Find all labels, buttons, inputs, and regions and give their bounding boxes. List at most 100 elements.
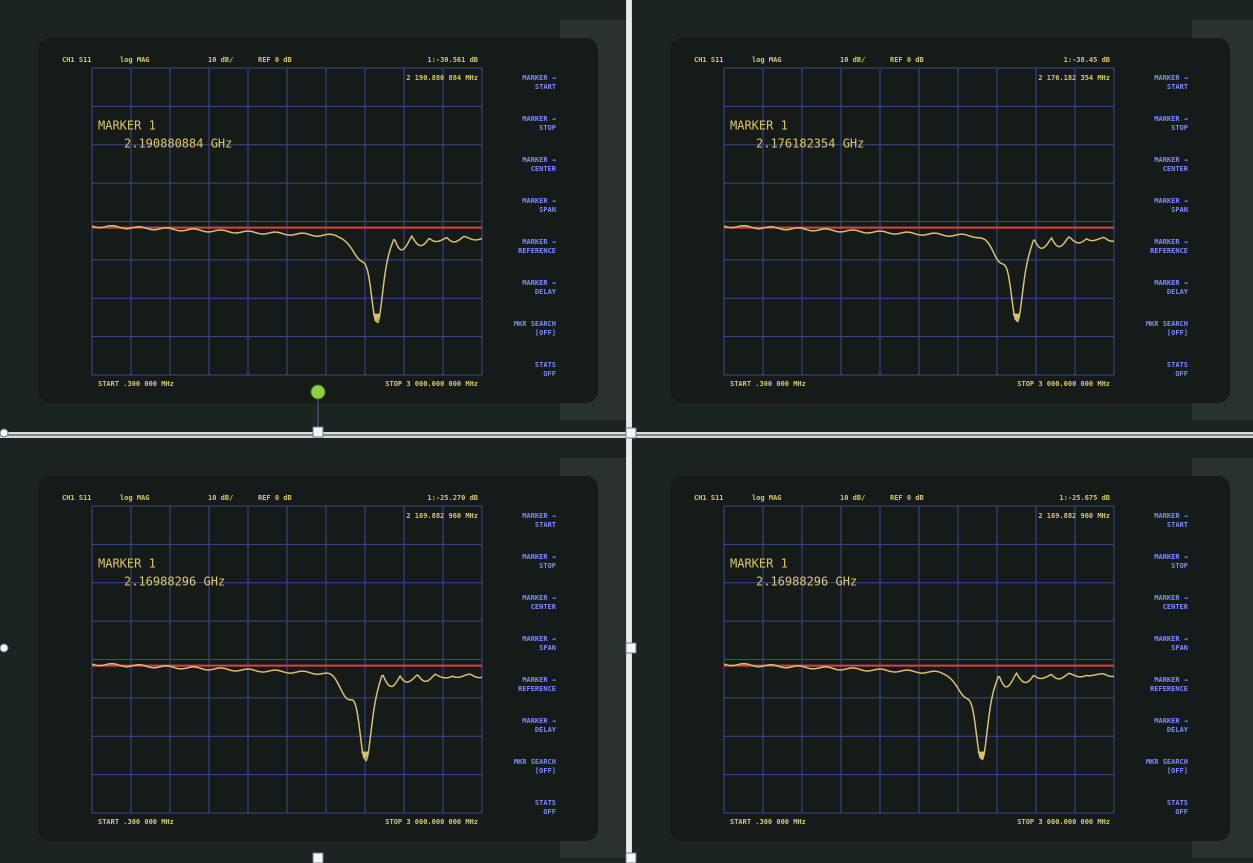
- marker-readout: 2 169.882 960 MHz: [406, 512, 478, 520]
- softkey: REFERENCE: [518, 247, 556, 255]
- softkey: MARKER →: [522, 74, 556, 82]
- format: log MAG: [120, 56, 150, 64]
- resize-handle: [625, 852, 637, 863]
- softkey: MARKER →: [1154, 238, 1188, 246]
- softkey: CENTER: [1163, 165, 1189, 173]
- marker-arrow: [372, 313, 381, 322]
- softkey: START: [535, 521, 556, 529]
- marker-readout: 2 176.182 354 MHz: [1038, 74, 1110, 82]
- start: START .300 000 MHz: [730, 380, 806, 388]
- softkey: STOP: [539, 562, 556, 570]
- softkey: REFERENCE: [518, 685, 556, 693]
- marker-arrow: [361, 751, 369, 760]
- softkey: SPAN: [1171, 206, 1188, 214]
- softkey: SPAN: [1171, 644, 1188, 652]
- softkey: MARKER →: [522, 197, 556, 205]
- format: log MAG: [752, 56, 782, 64]
- softkey: START: [1167, 83, 1188, 91]
- reference: REF 0 dB: [258, 56, 292, 64]
- marker-title: MARKER 1: [730, 119, 788, 133]
- screen: [38, 38, 598, 403]
- scale: 10 dB/: [208, 494, 233, 502]
- softkey: MARKER →: [1154, 594, 1188, 602]
- stop: STOP 3 000.000 000 MHz: [385, 380, 478, 388]
- channel: CH1 S11: [62, 56, 92, 64]
- marker-readout: 2 169.882 960 MHz: [1038, 512, 1110, 520]
- softkey: MARKER →: [522, 156, 556, 164]
- softkey: CENTER: [1163, 603, 1189, 611]
- softkey: STOP: [1171, 562, 1188, 570]
- softkey: OFF: [543, 370, 556, 378]
- softkey: DELAY: [1167, 288, 1189, 296]
- resize-handle: [312, 426, 324, 438]
- trace: [91, 662, 483, 762]
- marker-readout: 2 190.880 884 MHz: [406, 74, 478, 82]
- trace: [91, 224, 483, 324]
- softkey: MARKER →: [522, 676, 556, 684]
- marker-frequency: 2.176182354 GHz: [756, 137, 864, 151]
- softkey: DELAY: [535, 726, 557, 734]
- marker-value: 1:-25.675 dB: [1059, 494, 1110, 502]
- scale: 10 dB/: [840, 494, 865, 502]
- softkey: MARKER →: [522, 553, 556, 561]
- softkey: MARKER →: [522, 115, 556, 123]
- resize-handle: [312, 852, 324, 863]
- start: START .300 000 MHz: [98, 380, 174, 388]
- softkey: MKR SEARCH: [1146, 320, 1188, 328]
- channel: CH1 S11: [694, 56, 724, 64]
- reference: REF 0 dB: [258, 494, 292, 502]
- screen: [670, 38, 1230, 403]
- analyzer-photo: CH1 S11 log MAG 10 dB/REF 0 dB 1:-38.45 dB 2…: [632, 0, 1253, 432]
- analyzer-photo: CH1 S11 log MAG 10 dB/REF 0 dB 1:-30.561 dB…: [0, 0, 626, 432]
- softkey: STATS: [535, 799, 556, 807]
- marker-frequency: 2.190880884 GHz: [124, 137, 232, 151]
- softkey: MARKER →: [1154, 512, 1188, 520]
- trace: [723, 224, 1115, 323]
- format: log MAG: [120, 494, 150, 502]
- analyzer-photo: CH1 S11 log MAG 10 dB/REF 0 dB 1:-25.675 dB…: [632, 438, 1253, 863]
- resize-handle: [0, 428, 9, 438]
- softkey: MKR SEARCH: [514, 758, 556, 766]
- softkey: STATS: [535, 361, 556, 369]
- marker-value: 1:-38.45 dB: [1064, 56, 1110, 64]
- start: START .300 000 MHz: [98, 818, 174, 826]
- softkey: SPAN: [539, 206, 556, 214]
- softkey: DELAY: [1167, 726, 1189, 734]
- softkey: MKR SEARCH: [1146, 758, 1188, 766]
- softkey: MARKER →: [522, 594, 556, 602]
- scale: 10 dB/: [208, 56, 233, 64]
- marker-arrow: [1012, 313, 1021, 322]
- softkey: STATS: [1167, 799, 1188, 807]
- softkey: MARKER →: [1154, 279, 1188, 287]
- softkey: MARKER →: [1154, 635, 1188, 643]
- softkey: OFF: [1175, 370, 1188, 378]
- softkey: MARKER →: [1154, 676, 1188, 684]
- softkey: OFF: [543, 808, 556, 816]
- softkey: OFF: [1175, 808, 1188, 816]
- softkey: [OFF]: [535, 767, 556, 775]
- softkey: START: [535, 83, 556, 91]
- channel: CH1 S11: [62, 494, 92, 502]
- softkey: MARKER →: [522, 279, 556, 287]
- softkey: MARKER →: [1154, 553, 1188, 561]
- softkey: MARKER →: [522, 635, 556, 643]
- resize-handle: [625, 427, 637, 439]
- softkey: START: [1167, 521, 1188, 529]
- softkey: REFERENCE: [1150, 247, 1188, 255]
- softkey: MARKER →: [522, 717, 556, 725]
- softkey: DELAY: [535, 288, 557, 296]
- softkey: CENTER: [531, 603, 557, 611]
- softkey: MARKER →: [522, 512, 556, 520]
- stop: STOP 3 000.000 000 MHz: [1017, 380, 1110, 388]
- softkey: MARKER →: [1154, 717, 1188, 725]
- reference: REF 0 dB: [890, 494, 924, 502]
- stop: STOP 3 000.000 000 MHz: [385, 818, 478, 826]
- marker-title: MARKER 1: [98, 557, 156, 571]
- analyzer-photo: CH1 S11 log MAG 10 dB/REF 0 dB 1:-25.270 dB…: [0, 438, 626, 863]
- resize-handle: [625, 642, 637, 654]
- stop: STOP 3 000.000 000 MHz: [1017, 818, 1110, 826]
- scale: 10 dB/: [840, 56, 865, 64]
- softkey: MARKER →: [1154, 74, 1188, 82]
- reference: REF 0 dB: [890, 56, 924, 64]
